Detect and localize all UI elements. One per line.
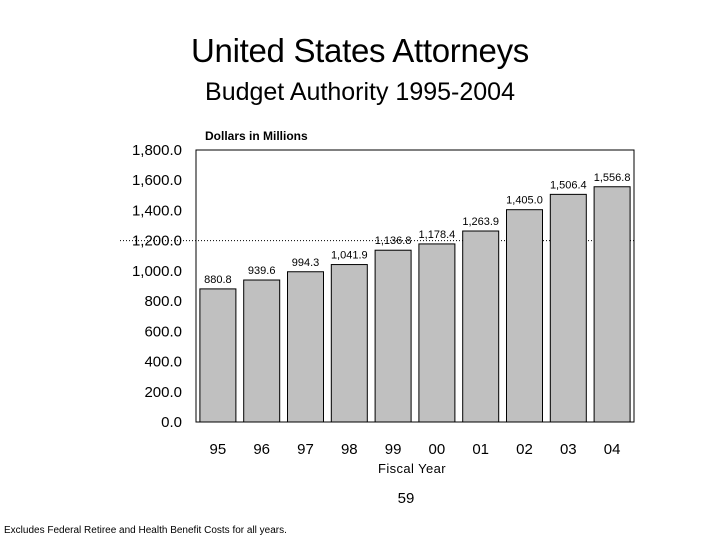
data-label: 1,405.0 — [506, 195, 543, 207]
data-label: 880.8 — [204, 274, 232, 286]
y-tick-label: 400.0 — [144, 354, 182, 371]
y-tick-label: 600.0 — [144, 323, 182, 340]
x-tick-label: 96 — [253, 441, 270, 458]
y-tick-label: 0.0 — [161, 414, 182, 431]
bar-98 — [330, 264, 368, 423]
y-axis-tick-labels: 0.0 200.0 400.0 600.0 800.0 1,000.0 1,200.0 1,4… — [132, 142, 182, 431]
x-tick-label: 97 — [297, 441, 314, 458]
data-label: 994.3 — [292, 257, 320, 269]
units-label: Dollars in Millions — [205, 129, 308, 143]
y-tick-label: 1,000.0 — [132, 263, 182, 280]
x-tick-label: 95 — [210, 441, 227, 458]
data-label: 1,041.9 — [331, 250, 368, 262]
data-label: 1,136.8 — [375, 235, 412, 247]
bar-96 — [243, 279, 281, 423]
data-label: 939.6 — [248, 265, 276, 277]
data-label: 1,506.4 — [550, 179, 587, 191]
bar-99 — [374, 249, 412, 423]
x-tick-label: 98 — [341, 441, 358, 458]
bar-04 — [593, 186, 631, 423]
chart-subtitle: Budget Authority 1995-2004 — [205, 78, 515, 106]
x-tick-label: 03 — [560, 441, 577, 458]
footnote: Excludes Federal Retiree and Health Bene… — [4, 525, 287, 536]
bar-01 — [462, 230, 500, 423]
x-tick-label: 01 — [472, 441, 489, 458]
data-labels-layer: 880.8 939.6 994.3 1,041.9 1,136.8 1,178.4 1,26… — [204, 172, 630, 286]
x-axis-tick-labels: 95 96 97 98 99 00 01 02 03 04 — [210, 441, 621, 458]
y-tick-label: 1,200.0 — [132, 233, 182, 250]
y-tick-label: 1,600.0 — [132, 172, 182, 189]
data-label: 1,178.4 — [419, 229, 456, 241]
x-tick-label: 02 — [516, 441, 533, 458]
bar-95 — [199, 288, 237, 423]
y-tick-label: 1,400.0 — [132, 202, 182, 219]
x-tick-label: 99 — [385, 441, 402, 458]
bar-00 — [418, 243, 456, 423]
data-label: 1,556.8 — [594, 172, 631, 184]
y-tick-label: 200.0 — [144, 384, 182, 401]
page-number: 59 — [397, 490, 415, 507]
data-label: 1,263.9 — [462, 216, 499, 228]
bar-03 — [549, 193, 587, 423]
plot-area-border — [195, 149, 635, 423]
bar-02 — [506, 209, 543, 423]
x-tick-label: 04 — [604, 441, 621, 458]
y-tick-label: 800.0 — [144, 293, 182, 310]
y-tick-label: 1,800.0 — [132, 142, 182, 159]
bars-layer — [199, 186, 631, 423]
chart-title: United States Attorneys — [191, 32, 529, 69]
x-tick-label: 00 — [429, 441, 446, 458]
bar-97 — [287, 271, 324, 423]
x-axis-title: Fiscal Year — [378, 461, 446, 476]
